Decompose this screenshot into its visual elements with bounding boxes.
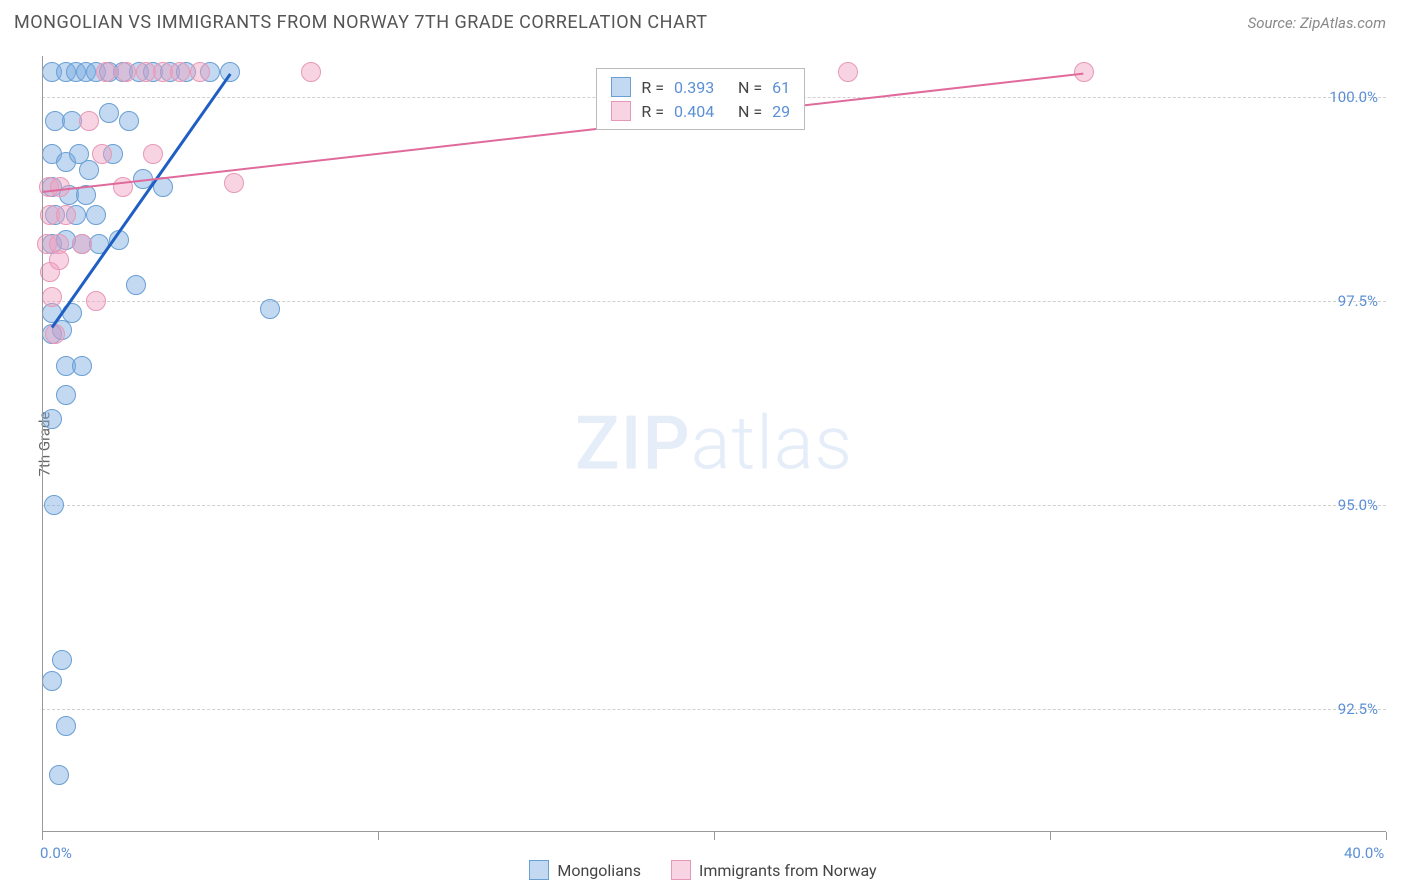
stats-legend: R = 0.393 N = 61 R = 0.404 N = 29: [596, 68, 805, 130]
legend-swatch: [671, 860, 691, 880]
plot-area: 7th Grade 100.0%97.5%95.0%92.5%0.0%40.0%…: [42, 56, 1386, 832]
data-point: [99, 103, 119, 123]
data-point: [49, 250, 69, 270]
y-tick-label: 97.5%: [1338, 292, 1378, 310]
x-tick: [1386, 832, 1387, 840]
r-label: R =: [641, 102, 664, 121]
legend-item: Immigrants from Norway: [671, 860, 877, 880]
y-tick-label: 95.0%: [1338, 496, 1378, 514]
stats-row: R = 0.393 N = 61: [611, 75, 790, 99]
legend-label: Immigrants from Norway: [699, 861, 877, 880]
data-point: [126, 275, 146, 295]
chart-title: MONGOLIAN VS IMMIGRANTS FROM NORWAY 7TH …: [14, 12, 708, 33]
data-point: [260, 299, 280, 319]
data-point: [96, 62, 116, 82]
data-point: [116, 62, 136, 82]
n-value: 29: [772, 102, 790, 121]
x-tick: [1050, 832, 1051, 840]
data-point: [79, 111, 99, 131]
data-point: [45, 324, 65, 344]
y-tick-label: 100.0%: [1329, 88, 1378, 106]
gridline: [42, 301, 1386, 302]
stats-row: R = 0.404 N = 29: [611, 99, 790, 123]
legend-label: Mongolians: [557, 861, 641, 880]
x-tick: [714, 832, 715, 840]
data-point: [42, 287, 62, 307]
data-point: [52, 650, 72, 670]
data-point: [838, 62, 858, 82]
data-point: [190, 62, 210, 82]
r-value: 0.393: [674, 78, 728, 97]
bottom-legend: Mongolians Immigrants from Norway: [0, 860, 1406, 880]
source-label: Source: ZipAtlas.com: [1248, 14, 1386, 32]
data-point: [170, 62, 190, 82]
data-point: [301, 62, 321, 82]
legend-swatch: [611, 101, 631, 121]
data-point: [72, 356, 92, 376]
data-point: [42, 409, 62, 429]
legend-item: Mongolians: [529, 860, 641, 880]
gridline: [42, 505, 1386, 506]
data-point: [72, 234, 92, 254]
y-tick-label: 92.5%: [1338, 700, 1378, 718]
data-point: [143, 144, 163, 164]
legend-swatch: [529, 860, 549, 880]
data-point: [56, 385, 76, 405]
x-axis-line: [42, 831, 1386, 832]
legend-swatch: [611, 77, 631, 97]
data-point: [224, 173, 244, 193]
y-axis-line: [42, 56, 43, 832]
data-point: [86, 291, 106, 311]
data-point: [50, 177, 70, 197]
n-label: N =: [738, 102, 762, 121]
data-point: [86, 205, 106, 225]
data-point: [119, 111, 139, 131]
x-tick: [378, 832, 379, 840]
data-point: [56, 716, 76, 736]
data-point: [113, 177, 133, 197]
trendline: [42, 72, 1084, 192]
x-tick: [42, 832, 43, 840]
data-point: [79, 160, 99, 180]
data-point: [42, 671, 62, 691]
data-point: [56, 205, 76, 225]
r-value: 0.404: [674, 102, 728, 121]
n-label: N =: [738, 78, 762, 97]
data-point: [44, 495, 64, 515]
data-point: [49, 765, 69, 785]
gridline: [42, 709, 1386, 710]
r-label: R =: [641, 78, 664, 97]
data-point: [92, 144, 112, 164]
n-value: 61: [772, 78, 790, 97]
